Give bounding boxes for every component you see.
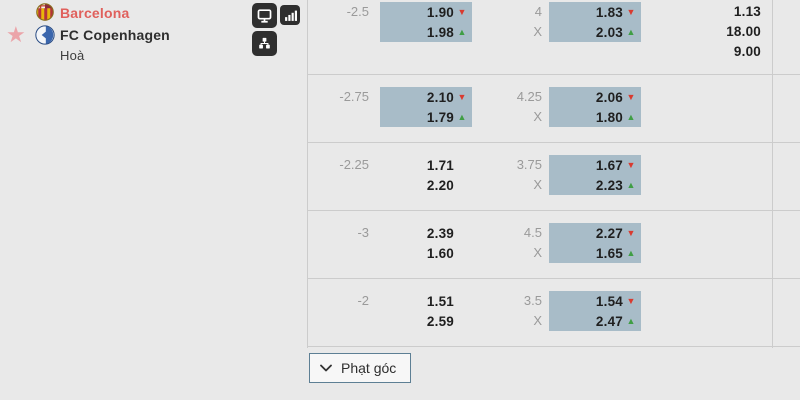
table-right-divider <box>772 0 773 348</box>
trend-up-icon: ▲ <box>626 248 636 258</box>
odds-value: 1.90 <box>426 4 454 20</box>
goal-line-label: 4.5 <box>523 225 542 240</box>
corner-odds-button[interactable]: Phạt góc <box>309 353 412 383</box>
trend-up-icon: ▲ <box>457 112 467 122</box>
chevron-down-icon <box>320 364 332 372</box>
trend-down-icon: ▼ <box>626 7 636 17</box>
x-label: X <box>533 245 542 260</box>
match-odds-away: 18.00 <box>726 24 761 39</box>
european-odds-cell[interactable]: 1.83 ▼ 2.03 ▲ <box>549 2 641 42</box>
handicap-label: -3 <box>357 225 369 240</box>
trend-down-icon: ▼ <box>626 296 636 306</box>
lineup-button[interactable] <box>252 31 277 56</box>
favorite-star-icon[interactable]: ★ <box>6 22 26 47</box>
trend-down-icon: ▼ <box>626 92 636 102</box>
european-odds-cell[interactable]: 2.27 ▼ 1.65 ▲ <box>549 223 641 263</box>
goal-line-label: 3.5 <box>523 293 542 308</box>
goal-line-label: 4.25 <box>516 89 542 104</box>
match-odds-column: 1.13 18.00 9.00 <box>641 2 800 62</box>
x-label: X <box>533 313 542 328</box>
stats-button[interactable] <box>280 5 300 25</box>
odds-value: 2.10 <box>426 89 454 105</box>
odds-value: 1.60 <box>426 245 454 261</box>
x-label: X <box>533 24 542 39</box>
handicap-label: -2.25 <box>339 157 369 172</box>
odds-value: 2.27 <box>595 225 623 241</box>
odds-value: 2.47 <box>595 313 623 329</box>
odds-value: 1.80 <box>595 109 623 125</box>
goal-line-column: 4 X <box>472 2 542 62</box>
trend-down-icon: ▼ <box>457 7 467 17</box>
odds-row: -2 1.51 2.59 3.5 X 1.54 ▼ 2.47 ▲ <box>308 279 800 347</box>
home-team-name: Barcelona <box>60 5 130 21</box>
odds-row: -2.75 2.10 ▼ 1.79 ▲ 4.25 X 2.06 ▼ 1.80 ▲ <box>308 75 800 143</box>
x-label: X <box>533 177 542 192</box>
trend-up-icon: ▲ <box>457 27 467 37</box>
goal-line-column: 4.25 X <box>472 87 542 127</box>
handicap-label: -2.75 <box>339 89 369 104</box>
odds-value: 2.23 <box>595 177 623 193</box>
trend-up-icon: ▲ <box>626 112 636 122</box>
european-odds-cell[interactable]: 1.54 ▼ 2.47 ▲ <box>549 291 641 331</box>
handicap-odds-cell[interactable]: 1.90 ▼ 1.98 ▲ <box>380 2 472 42</box>
european-odds-cell[interactable]: 2.06 ▼ 1.80 ▲ <box>549 87 641 127</box>
handicap-odds-cell[interactable]: 2.10 ▼ 1.79 ▲ <box>380 87 472 127</box>
odds-row: -2.25 1.71 2.20 3.75 X 1.67 ▼ 2.23 ▲ <box>308 143 800 211</box>
x-label: X <box>533 109 542 124</box>
odds-value: 1.79 <box>426 109 454 125</box>
goal-line-label: 3.75 <box>516 157 542 172</box>
match-panel: ★ Barcelona <box>0 0 307 400</box>
odds-row: -3 2.39 1.60 4.5 X 2.27 ▼ 1.65 ▲ <box>308 211 800 279</box>
footer-row: Phạt góc <box>308 347 800 400</box>
odds-table: -2.5 1.90 ▼ 1.98 ▲ 4 X 1.83 ▼ 2.03 ▲ 1.13 18… <box>308 0 800 400</box>
trend-down-icon: ▼ <box>626 228 636 238</box>
odds-value: 1.98 <box>426 24 454 40</box>
handicap-label: -2.5 <box>346 4 369 19</box>
monitor-icon <box>256 7 273 24</box>
handicap-odds-cell[interactable]: 2.39 1.60 <box>380 223 472 263</box>
trend-up-icon: ▲ <box>626 180 636 190</box>
odds-value: 1.54 <box>595 293 623 309</box>
trend-up-icon: ▲ <box>626 27 636 37</box>
trend-down-icon: ▼ <box>457 92 467 102</box>
trend-up-icon: ▲ <box>626 316 636 326</box>
live-tv-button[interactable] <box>252 3 277 28</box>
handicap-label: -2 <box>357 293 369 308</box>
goal-line-column: 3.75 X <box>472 155 542 195</box>
bar-chart-icon <box>284 9 297 22</box>
goal-line-column: 3.5 X <box>472 291 542 331</box>
odds-value: 2.03 <box>595 24 623 40</box>
odds-value: 1.51 <box>426 293 454 309</box>
home-team-crest-icon <box>36 3 54 21</box>
handicap-odds-cell[interactable]: 1.51 2.59 <box>380 291 472 331</box>
handicap-odds-cell[interactable]: 1.71 2.20 <box>380 155 472 195</box>
panel-divider <box>307 0 308 348</box>
goal-line-label: 4 <box>534 4 542 19</box>
odds-value: 1.67 <box>595 157 623 173</box>
away-team-name: FC Copenhagen <box>60 27 170 43</box>
away-team-logo-icon <box>35 25 55 45</box>
draw-label: Hoà <box>60 48 85 63</box>
odds-value: 1.65 <box>595 245 623 261</box>
odds-value: 1.71 <box>426 157 454 173</box>
odds-value: 2.20 <box>426 177 454 193</box>
odds-value: 1.83 <box>595 4 623 20</box>
goal-line-column: 4.5 X <box>472 223 542 263</box>
match-odds-draw: 9.00 <box>733 44 761 59</box>
corner-odds-button-label: Phạt góc <box>341 360 397 376</box>
odds-row: -2.5 1.90 ▼ 1.98 ▲ 4 X 1.83 ▼ 2.03 ▲ 1.13 18… <box>308 0 800 75</box>
lineup-icon <box>257 36 272 51</box>
european-odds-cell[interactable]: 1.67 ▼ 2.23 ▲ <box>549 155 641 195</box>
odds-value: 2.39 <box>426 225 454 241</box>
odds-value: 2.06 <box>595 89 623 105</box>
odds-value: 2.59 <box>426 313 454 329</box>
trend-down-icon: ▼ <box>626 160 636 170</box>
match-odds-home: 1.13 <box>733 4 761 19</box>
